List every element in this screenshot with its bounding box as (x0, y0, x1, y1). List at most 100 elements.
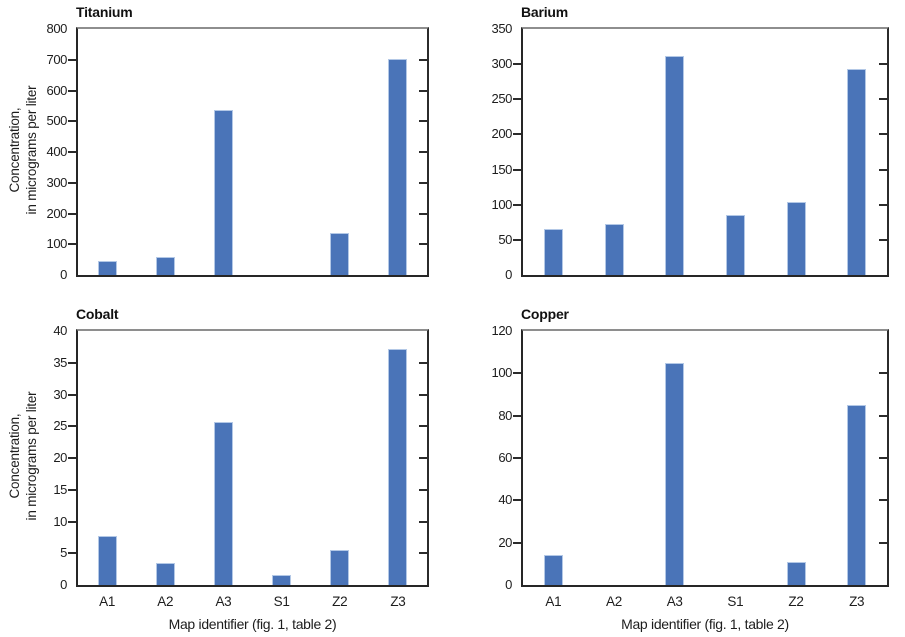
right-tick-mark (419, 89, 427, 92)
right-tick-mark (419, 120, 427, 123)
y-tick-label: 350 (491, 21, 513, 36)
y-tick-label: 20 (498, 534, 512, 550)
y-tick-label: 30 (53, 386, 67, 402)
x-tick-label: A1 (545, 594, 562, 609)
x-tick-label: Z3 (849, 594, 865, 609)
bar-A2 (155, 562, 175, 585)
bar-Z2 (786, 201, 806, 275)
y-tick-label: 500 (46, 113, 68, 129)
right-tick-mark (419, 393, 427, 396)
x-axis-label: Map identifier (fig. 1, table 2) (621, 616, 789, 632)
left-tick-mark (513, 372, 521, 375)
right-tick-mark (419, 520, 427, 523)
chart-panel-cobalt: Cobalt Concentration, in micrograms per … (0, 300, 452, 637)
right-tick-mark (419, 425, 427, 428)
right-tick-mark (419, 488, 427, 491)
left-tick-mark (68, 361, 76, 364)
y-tick-label: 100 (46, 236, 68, 252)
left-tick-mark (513, 133, 521, 136)
bar-A1 (543, 555, 563, 585)
y-tick-label: 80 (498, 407, 512, 423)
right-tick-mark (879, 98, 887, 101)
y-tick-label: 150 (491, 161, 513, 177)
bar-Z2 (330, 233, 350, 275)
y-tick-label: 40 (53, 323, 67, 338)
right-tick-mark (419, 243, 427, 246)
chart-title: Cobalt (76, 306, 119, 322)
y-tick-label: 120 (491, 323, 513, 338)
right-tick-mark (879, 63, 887, 66)
x-tick-label: A2 (606, 594, 622, 609)
x-tick-label: Z3 (390, 594, 406, 609)
bar-Z3 (847, 405, 867, 585)
bar-S1 (272, 574, 292, 585)
left-tick-mark (513, 168, 521, 171)
y-tick-label: 0 (505, 577, 512, 592)
y-tick-label: 60 (498, 450, 512, 465)
y-tick-label: 250 (491, 91, 513, 107)
left-tick-mark (68, 488, 76, 491)
x-axis-label: Map identifier (fig. 1, table 2) (168, 616, 337, 632)
y-tick-label: 20 (53, 450, 67, 465)
right-tick-mark (879, 203, 887, 206)
left-tick-mark (68, 120, 76, 123)
chart-panel-barium: Barium 0 50 100 150 200 250 300 350 (452, 0, 905, 300)
bar-A2 (155, 256, 175, 275)
bar-A3 (213, 109, 233, 275)
bar-Z3 (388, 349, 408, 585)
bar-S1 (725, 214, 745, 275)
left-tick-mark (68, 243, 76, 246)
y-tick-label: 10 (53, 513, 67, 529)
left-tick-mark (513, 541, 521, 544)
chart-title: Barium (521, 4, 569, 20)
y-tick-label: 0 (60, 577, 67, 592)
x-tick-label: A2 (157, 594, 174, 609)
y-tick-label: 25 (53, 418, 67, 434)
y-tick-label: 15 (53, 481, 67, 497)
left-tick-mark (68, 58, 76, 61)
y-tick-label: 700 (46, 51, 68, 67)
y-tick-label: 0 (505, 267, 512, 282)
left-tick-mark (68, 89, 76, 92)
bar-Z2 (786, 561, 806, 585)
bar-A3 (665, 362, 685, 585)
left-tick-mark (513, 63, 521, 66)
right-tick-mark (879, 168, 887, 171)
y-tick-label: 300 (46, 174, 68, 190)
y-tick-label: 200 (491, 126, 513, 142)
y-tick-label: 100 (491, 365, 513, 381)
x-tick-label: A3 (215, 594, 232, 609)
y-tick-label: 0 (60, 267, 67, 282)
y-tick-label: 100 (491, 196, 513, 212)
plot-area: 0 5 10 15 20 25 30 35 40 A1 A2 A3 S1 Z2 Z3 Map identifi… (53, 323, 429, 632)
x-tick-label: S1 (727, 594, 744, 609)
left-tick-mark (68, 457, 76, 459)
plot-area: 0 50 100 150 200 250 300 350 (492, 21, 889, 282)
chart-panel-copper: Copper 0 20 40 60 80 100 120 A1 A2 A3 S1 Z2 Z3 Map id… (452, 300, 905, 637)
bar-A1 (543, 229, 563, 275)
chart-title: Titanium (76, 4, 133, 20)
right-tick-mark (879, 372, 887, 375)
left-tick-mark (513, 98, 521, 101)
chart-title: Copper (521, 306, 569, 322)
x-tick-label: A1 (99, 594, 116, 609)
right-tick-mark (879, 541, 887, 544)
left-tick-mark (513, 499, 521, 502)
y-axis-label-line1: Concentration, (7, 413, 22, 499)
right-tick-mark (419, 181, 427, 184)
y-tick-label: 300 (491, 56, 513, 72)
right-tick-mark (879, 457, 887, 459)
bar-A1 (97, 536, 117, 585)
left-tick-mark (513, 238, 521, 241)
y-tick-label: 35 (53, 354, 67, 370)
left-tick-mark (68, 552, 76, 555)
right-tick-mark (419, 151, 427, 153)
y-tick-label: 400 (46, 144, 68, 159)
y-tick-label: 200 (46, 205, 68, 221)
x-tick-label: A3 (666, 594, 683, 609)
left-tick-mark (513, 457, 521, 459)
left-tick-mark (68, 393, 76, 396)
left-tick-mark (68, 181, 76, 184)
right-tick-mark (879, 133, 887, 136)
bar-Z3 (388, 58, 408, 275)
